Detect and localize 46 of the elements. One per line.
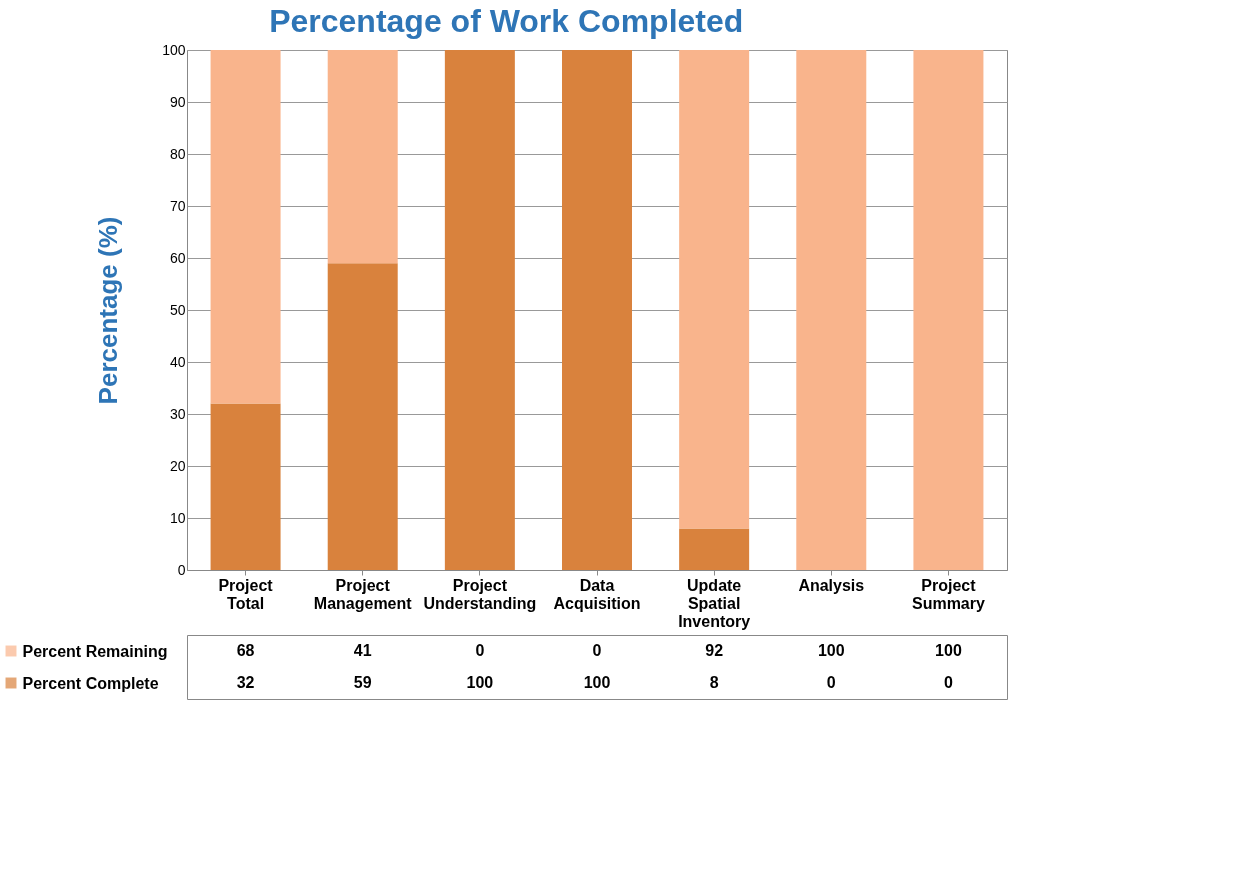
data-label: 8: [709, 674, 719, 691]
data-label: 0: [475, 642, 485, 659]
y-tick-label: 80: [169, 145, 186, 162]
data-label: 0: [943, 674, 953, 691]
bar: [913, 50, 984, 570]
y-tick-label: 100: [162, 41, 186, 58]
data-label: 92: [705, 642, 724, 659]
bar: [210, 50, 281, 404]
x-tick-label: Update Spatial Inventory: [678, 576, 751, 630]
data-label: 0: [826, 674, 836, 691]
data-label: 100: [935, 642, 962, 659]
y-tick-label: 0: [177, 561, 186, 578]
y-tick-label: 90: [169, 93, 186, 110]
data-label: 68: [236, 642, 255, 659]
data-label: 0: [592, 642, 602, 659]
bar: [562, 50, 632, 570]
y-tick-label: 40: [169, 353, 186, 370]
data-label: 100: [466, 674, 494, 691]
data-label: 100: [583, 674, 611, 691]
y-tick-label: 30: [169, 405, 186, 422]
x-tick-label: Project Summary: [911, 576, 985, 612]
data-label: 32: [236, 674, 255, 691]
bar: [327, 263, 398, 570]
data-label: 41: [353, 642, 372, 659]
bar: [327, 50, 398, 264]
y-tick-label: 20: [169, 457, 186, 474]
data-label: 59: [353, 674, 372, 691]
y-tick-label: 70: [169, 197, 186, 214]
bar: [796, 50, 867, 570]
bar: [444, 50, 515, 570]
y-tick-label: 60: [169, 249, 186, 266]
x-tick-label: Analysis: [798, 576, 865, 594]
legend-label: Percent Complete: [22, 674, 159, 692]
y-tick-label: 10: [169, 509, 186, 526]
bar: [210, 403, 281, 570]
legend-label: Percent Remaining: [22, 642, 168, 660]
bar: [679, 528, 750, 570]
chart-title: Percentage of Work Completed: [269, 2, 744, 39]
x-tick-label: Project Understanding: [423, 576, 537, 612]
data-label: 100: [817, 642, 845, 659]
x-tick-label: Data Acquisition: [553, 576, 641, 612]
y-tick-label: 50: [169, 301, 186, 318]
x-tick-label: Project Management: [313, 576, 413, 612]
y-axis-title: Percentage (%): [93, 216, 124, 405]
x-tick-label: Project Total: [218, 576, 274, 612]
bar: [679, 50, 750, 529]
